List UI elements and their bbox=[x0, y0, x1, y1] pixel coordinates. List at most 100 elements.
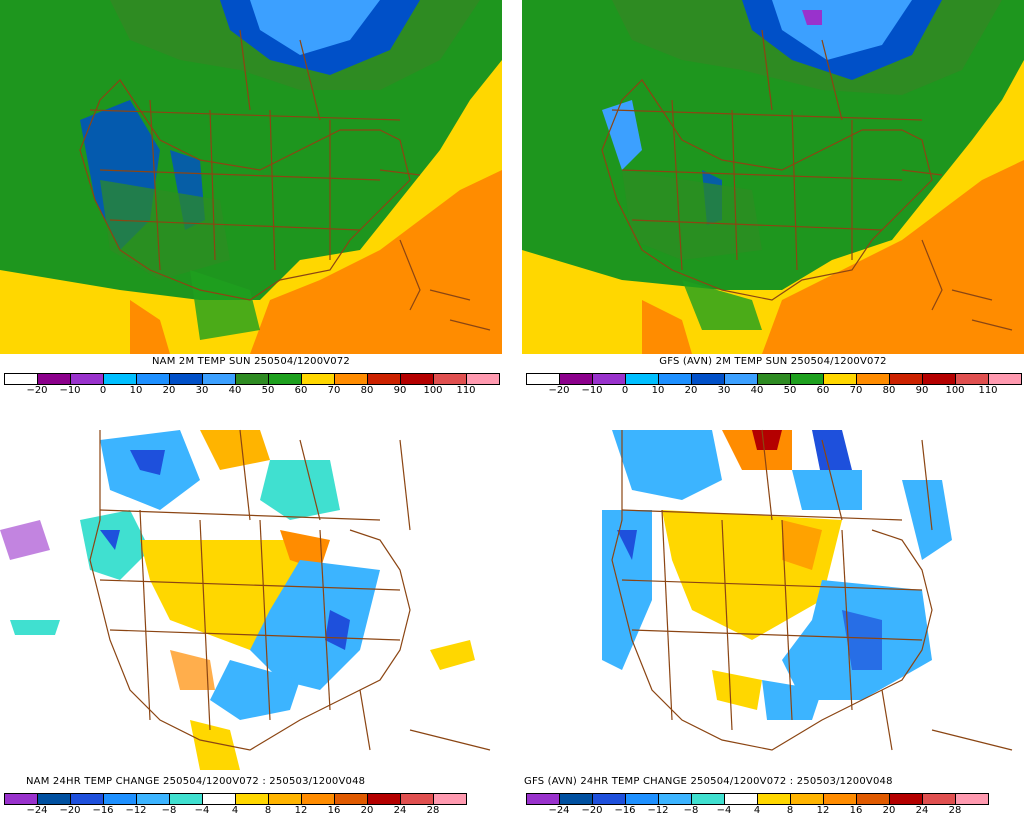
colorbar-swatch bbox=[757, 794, 790, 804]
gfs-temp-map bbox=[522, 0, 1024, 354]
colorbar-label: 20 bbox=[882, 805, 896, 816]
colorbar-swatch bbox=[400, 374, 433, 384]
colorbar-labels: −24 −20 −16 −12 −8 −4 4 8 12 16 20 24 28 bbox=[0, 805, 502, 819]
colorbar-label: 10 bbox=[651, 385, 665, 396]
colorbar-swatch bbox=[592, 794, 625, 804]
colorbar-swatch bbox=[103, 374, 136, 384]
colorbar-swatch bbox=[70, 794, 103, 804]
colorbar-swatch bbox=[70, 374, 103, 384]
colorbar-swatch bbox=[856, 794, 889, 804]
colorbar-swatch bbox=[988, 374, 1021, 384]
colorbar bbox=[526, 793, 989, 805]
colorbar-swatch bbox=[103, 794, 136, 804]
colorbar-label: −10 bbox=[59, 385, 81, 396]
colorbar-swatch bbox=[367, 374, 400, 384]
colorbar-swatch bbox=[724, 794, 757, 804]
colorbar-label: −20 bbox=[26, 385, 48, 396]
colorbar-label: 12 bbox=[816, 805, 830, 816]
colorbar-swatch bbox=[367, 794, 400, 804]
colorbar-swatch bbox=[724, 374, 757, 384]
colorbar-label: 4 bbox=[231, 805, 239, 816]
colorbar-swatch bbox=[691, 374, 724, 384]
colorbar-swatch bbox=[790, 374, 823, 384]
colorbar-label: 110 bbox=[456, 385, 476, 396]
colorbar-swatch bbox=[592, 374, 625, 384]
gfs-change-map bbox=[522, 420, 1024, 774]
colorbar-label: 90 bbox=[915, 385, 929, 396]
colorbar-label: 28 bbox=[426, 805, 440, 816]
colorbar-swatch bbox=[889, 794, 922, 804]
colorbar-swatch bbox=[559, 794, 592, 804]
colorbar-swatch bbox=[136, 794, 169, 804]
colorbar-swatch bbox=[889, 374, 922, 384]
colorbar-labels: −20 −10 0 10 20 30 40 50 60 70 80 90 100 110 bbox=[0, 385, 502, 399]
colorbar-swatch bbox=[334, 374, 367, 384]
colorbar-label: 20 bbox=[360, 805, 374, 816]
colorbar-swatch bbox=[433, 374, 466, 384]
colorbar-swatch bbox=[202, 794, 235, 804]
colorbar-swatch bbox=[757, 374, 790, 384]
colorbar-label: −8 bbox=[683, 805, 699, 816]
colorbar-label: 24 bbox=[393, 805, 407, 816]
colorbar-label: 40 bbox=[228, 385, 242, 396]
colorbar-label: −12 bbox=[125, 805, 147, 816]
colorbar-label: 10 bbox=[129, 385, 143, 396]
colorbar-swatch bbox=[5, 794, 37, 804]
colorbar-swatch bbox=[625, 794, 658, 804]
colorbar-swatch bbox=[235, 374, 268, 384]
colorbar-label: 90 bbox=[393, 385, 407, 396]
colorbar-label: 80 bbox=[360, 385, 374, 396]
colorbar-label: 0 bbox=[621, 385, 629, 396]
colorbar-label: 100 bbox=[423, 385, 443, 396]
nam-temp-map bbox=[0, 0, 502, 354]
colorbar-swatch bbox=[559, 374, 592, 384]
colorbar-label: 80 bbox=[882, 385, 896, 396]
colorbar-label: −16 bbox=[92, 805, 114, 816]
colorbar-label: 16 bbox=[849, 805, 863, 816]
colorbar-label: −20 bbox=[581, 805, 603, 816]
colorbar-label: −20 bbox=[59, 805, 81, 816]
colorbar-swatch bbox=[334, 794, 367, 804]
colorbar-label: 20 bbox=[162, 385, 176, 396]
colorbar-swatch bbox=[922, 794, 955, 804]
gfs-change-panel: GFS (AVN) 24HR TEMP CHANGE 250504/1200V0… bbox=[522, 420, 1024, 818]
colorbar-swatch bbox=[400, 794, 433, 804]
colorbar-swatch bbox=[856, 374, 889, 384]
colorbar-label: 50 bbox=[783, 385, 797, 396]
panel-title: NAM 2M TEMP SUN 250504/1200V072 bbox=[151, 356, 350, 367]
panel-title: GFS (AVN) 24HR TEMP CHANGE 250504/1200V0… bbox=[524, 776, 893, 787]
colorbar-label: 30 bbox=[717, 385, 731, 396]
colorbar-swatch bbox=[169, 374, 202, 384]
colorbar-label: 12 bbox=[294, 805, 308, 816]
colorbar-swatch bbox=[268, 794, 301, 804]
colorbar-label: 60 bbox=[294, 385, 308, 396]
colorbar-label: −4 bbox=[194, 805, 210, 816]
colorbar bbox=[526, 373, 1022, 385]
colorbar-swatch bbox=[301, 794, 334, 804]
nam-change-panel: NAM 24HR TEMP CHANGE 250504/1200V072 : 2… bbox=[0, 420, 502, 818]
colorbar-label: 60 bbox=[816, 385, 830, 396]
colorbar-label: 28 bbox=[948, 805, 962, 816]
colorbar-label: −24 bbox=[548, 805, 570, 816]
colorbar-label: −4 bbox=[716, 805, 732, 816]
colorbar-swatch bbox=[136, 374, 169, 384]
colorbar-label: 24 bbox=[915, 805, 929, 816]
colorbar-swatch bbox=[433, 794, 466, 804]
colorbar-swatch bbox=[527, 374, 559, 384]
colorbar-swatch bbox=[922, 374, 955, 384]
colorbar-label: −12 bbox=[647, 805, 669, 816]
colorbar-swatch bbox=[169, 794, 202, 804]
colorbar-swatch bbox=[823, 374, 856, 384]
colorbar-label: 50 bbox=[261, 385, 275, 396]
colorbar-label: 100 bbox=[945, 385, 965, 396]
colorbar-label: 8 bbox=[786, 805, 794, 816]
colorbar-label: −10 bbox=[581, 385, 603, 396]
colorbar-label: 16 bbox=[327, 805, 341, 816]
colorbar-labels: −20 −10 0 10 20 30 40 50 60 70 80 90 100 110 bbox=[522, 385, 1024, 399]
colorbar-label: −16 bbox=[614, 805, 636, 816]
colorbar-swatch bbox=[658, 374, 691, 384]
colorbar-swatch bbox=[658, 794, 691, 804]
nam-change-map bbox=[0, 420, 502, 774]
colorbar-swatch bbox=[691, 794, 724, 804]
panel-title: NAM 24HR TEMP CHANGE 250504/1200V072 : 2… bbox=[26, 776, 366, 787]
